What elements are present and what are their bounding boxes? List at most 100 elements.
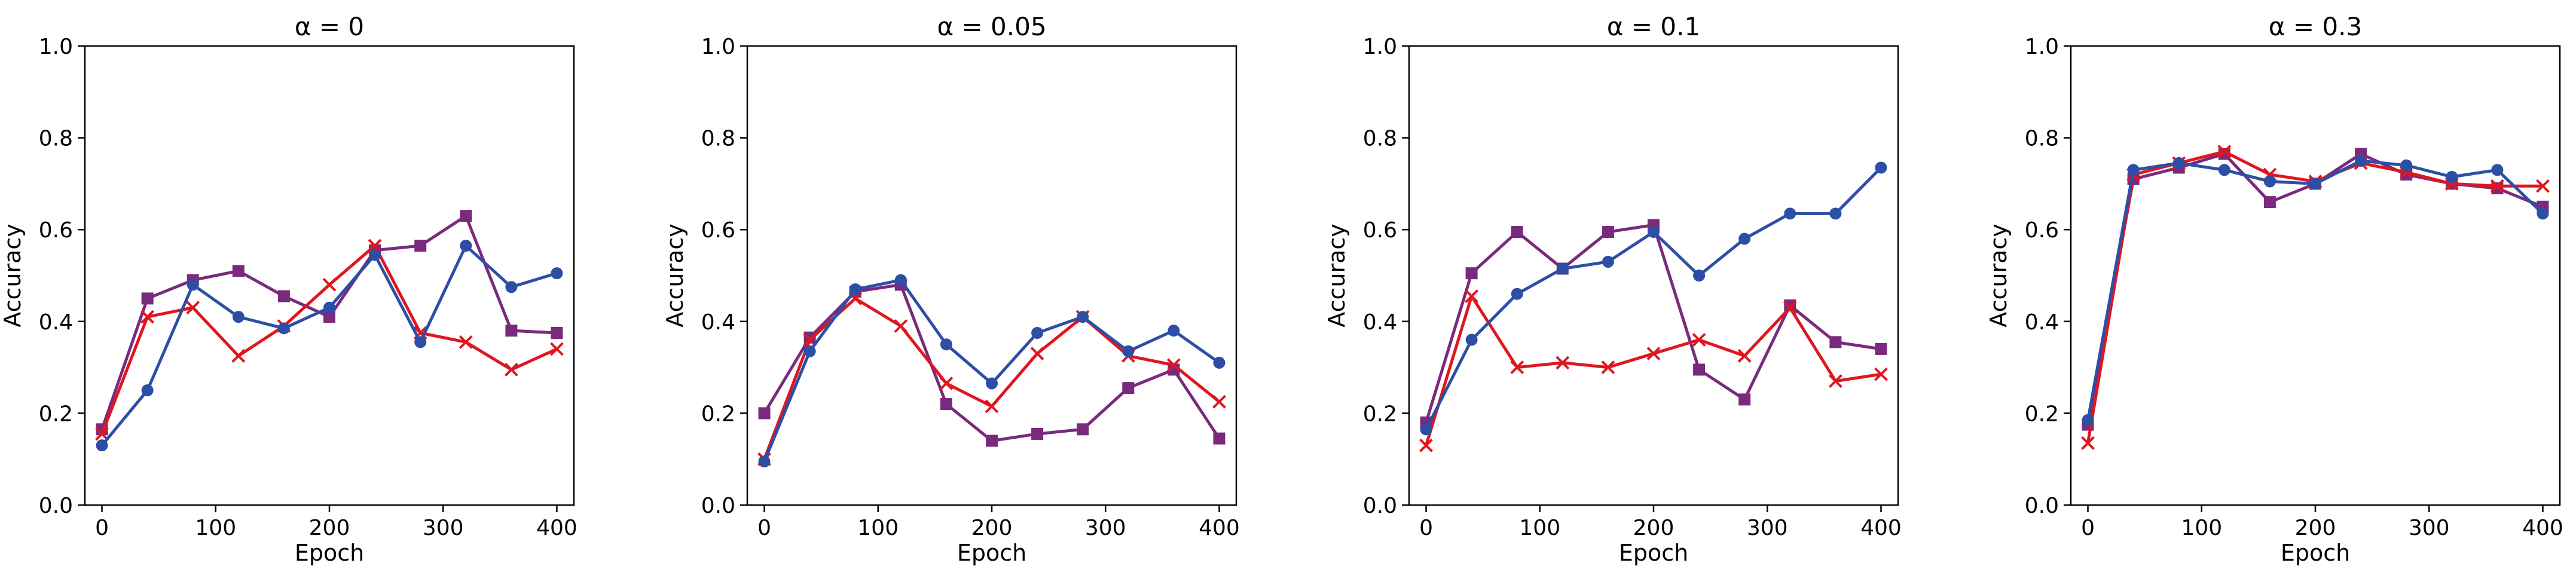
data-point bbox=[369, 249, 381, 261]
data-point bbox=[459, 335, 473, 349]
data-point bbox=[505, 325, 518, 337]
x-tick-label: 400 bbox=[536, 516, 577, 540]
series-purple-square bbox=[2082, 148, 2549, 431]
data-point bbox=[1031, 327, 1044, 339]
data-point bbox=[414, 336, 427, 348]
series-purple-square bbox=[1420, 219, 1887, 429]
data-point bbox=[2536, 179, 2550, 193]
data-point bbox=[1738, 233, 1751, 245]
chart-title: α = 0.1 bbox=[1607, 12, 1700, 41]
data-point bbox=[551, 327, 563, 339]
x-tick-label: 300 bbox=[2409, 516, 2450, 540]
data-point bbox=[232, 265, 245, 277]
data-point bbox=[1602, 226, 1614, 238]
data-point bbox=[1737, 348, 1752, 363]
data-point bbox=[232, 311, 245, 323]
data-point bbox=[322, 277, 337, 292]
data-point bbox=[1648, 226, 1660, 238]
data-point bbox=[986, 435, 998, 447]
x-tick-label: 200 bbox=[2295, 516, 2336, 540]
data-point bbox=[1212, 394, 1226, 409]
data-point bbox=[504, 363, 518, 377]
data-point bbox=[2263, 175, 2276, 188]
y-tick-label: 0.0 bbox=[1363, 494, 1397, 518]
data-point bbox=[186, 301, 200, 315]
data-point bbox=[1077, 423, 1089, 436]
y-axis-label: Accuracy bbox=[1985, 224, 2012, 328]
data-point bbox=[1031, 427, 1044, 440]
data-point bbox=[1875, 342, 1887, 355]
data-point bbox=[1875, 161, 1887, 174]
x-tick-label: 200 bbox=[1633, 516, 1674, 540]
x-tick-label: 0 bbox=[757, 516, 771, 540]
series-red-x bbox=[2081, 145, 2550, 450]
x-axis-label: Epoch bbox=[1619, 540, 1688, 566]
x-tick-label: 0 bbox=[95, 516, 109, 540]
data-point bbox=[460, 210, 472, 222]
data-point bbox=[940, 398, 952, 411]
data-point bbox=[2355, 155, 2367, 167]
data-point bbox=[2263, 196, 2276, 209]
data-point bbox=[1166, 358, 1181, 372]
y-tick-label: 0.8 bbox=[39, 127, 73, 151]
chart-panel-1: α = 0.05 0.0 0.2 0.4 0.6 0.8 1.0 0 100 200 300 400 E… bbox=[662, 12, 1240, 566]
data-point bbox=[803, 345, 816, 357]
data-point bbox=[1168, 325, 1180, 337]
x-tick-label: 100 bbox=[1519, 516, 1560, 540]
data-point bbox=[2309, 178, 2321, 190]
data-point bbox=[1646, 347, 1661, 360]
data-point bbox=[1511, 226, 1523, 238]
y-tick-label: 0.6 bbox=[1363, 218, 1397, 243]
data-point bbox=[550, 342, 564, 356]
y-axis-label: Accuracy bbox=[662, 224, 688, 328]
data-point bbox=[2400, 159, 2413, 172]
data-point bbox=[1213, 432, 1226, 445]
data-point bbox=[141, 292, 154, 305]
data-point bbox=[1077, 311, 1089, 323]
y-tick-label: 1.0 bbox=[39, 35, 73, 59]
y-tick-label: 0.0 bbox=[2025, 494, 2059, 518]
x-tick-label: 0 bbox=[2081, 516, 2095, 540]
data-point bbox=[2491, 182, 2504, 195]
data-point bbox=[460, 240, 472, 252]
x-axis-label: Epoch bbox=[2281, 540, 2350, 566]
data-point bbox=[277, 322, 290, 335]
y-tick-label: 0.4 bbox=[1363, 310, 1397, 335]
data-point bbox=[505, 281, 518, 293]
y-tick-label: 0.4 bbox=[39, 310, 73, 335]
data-point bbox=[1510, 360, 1524, 375]
y-tick-label: 0.8 bbox=[2025, 127, 2059, 151]
data-point bbox=[1465, 334, 1478, 346]
data-point bbox=[1692, 333, 1706, 347]
data-point bbox=[2218, 164, 2230, 176]
series-line bbox=[1425, 166, 1883, 430]
data-point bbox=[1738, 393, 1751, 406]
data-point bbox=[140, 310, 155, 324]
data-point bbox=[141, 384, 154, 396]
chart-panel-0: α = 0 0.0 0.2 0.4 0.6 0.8 1.0 0 100 200 300 400 Epoc… bbox=[0, 12, 577, 566]
data-point bbox=[551, 267, 563, 280]
y-tick-label: 1.0 bbox=[1363, 35, 1397, 59]
x-tick-label: 300 bbox=[423, 516, 464, 540]
series-blue-circle bbox=[2082, 155, 2549, 426]
data-point bbox=[1122, 382, 1135, 394]
data-point bbox=[1030, 347, 1044, 360]
y-tick-label: 0.8 bbox=[1363, 127, 1397, 151]
data-point bbox=[414, 240, 427, 252]
data-point bbox=[323, 311, 335, 323]
x-tick-label: 100 bbox=[2181, 516, 2222, 540]
series-blue-circle bbox=[1420, 161, 1887, 436]
data-point bbox=[95, 427, 109, 441]
series-blue-circle bbox=[758, 274, 1226, 468]
y-tick-label: 0.8 bbox=[701, 127, 735, 151]
y-tick-label: 1.0 bbox=[701, 35, 735, 59]
series-line bbox=[2086, 159, 2544, 421]
x-tick-label: 200 bbox=[309, 516, 350, 540]
data-point bbox=[894, 274, 907, 286]
data-point bbox=[2081, 436, 2095, 450]
data-point bbox=[940, 338, 952, 351]
series-red-x bbox=[1419, 289, 1888, 452]
y-tick-label: 0.2 bbox=[39, 402, 73, 426]
x-tick-label: 0 bbox=[1419, 516, 1433, 540]
data-point bbox=[2082, 414, 2094, 426]
